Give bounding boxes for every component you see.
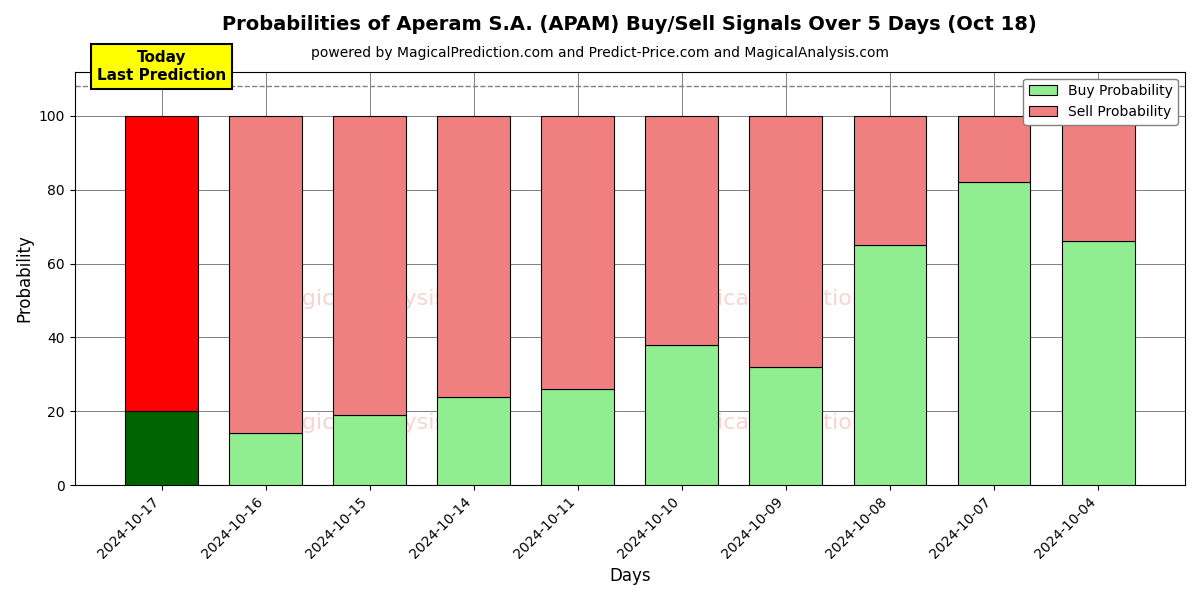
Title: Probabilities of Aperam S.A. (APAM) Buy/Sell Signals Over 5 Days (Oct 18): Probabilities of Aperam S.A. (APAM) Buy/…	[222, 15, 1037, 34]
Bar	[1062, 241, 1134, 485]
Bar	[541, 389, 614, 485]
Bar	[958, 116, 1031, 182]
Bar	[125, 116, 198, 412]
Text: MagicalAnalysis.com: MagicalAnalysis.com	[270, 289, 502, 309]
Bar	[334, 116, 406, 415]
Bar	[646, 345, 719, 485]
Bar	[229, 433, 302, 485]
X-axis label: Days: Days	[610, 567, 650, 585]
Bar	[229, 116, 302, 433]
Text: MagicalPrediction.com: MagicalPrediction.com	[671, 289, 922, 309]
Text: MagicalAnalysis.com: MagicalAnalysis.com	[270, 413, 502, 433]
Bar	[125, 412, 198, 485]
Text: powered by MagicalPrediction.com and Predict-Price.com and MagicalAnalysis.com: powered by MagicalPrediction.com and Pre…	[311, 46, 889, 60]
Bar	[1062, 116, 1134, 241]
Bar	[437, 397, 510, 485]
Bar	[646, 116, 719, 345]
Text: Today
Last Prediction: Today Last Prediction	[97, 50, 226, 83]
Bar	[334, 415, 406, 485]
Bar	[750, 367, 822, 485]
Y-axis label: Probability: Probability	[16, 235, 34, 322]
Bar	[750, 116, 822, 367]
Legend: Buy Probability, Sell Probability: Buy Probability, Sell Probability	[1024, 79, 1178, 125]
Bar	[541, 116, 614, 389]
Text: MagicalPrediction.com: MagicalPrediction.com	[671, 413, 922, 433]
Bar	[437, 116, 510, 397]
Bar	[853, 116, 926, 245]
Bar	[958, 182, 1031, 485]
Bar	[853, 245, 926, 485]
